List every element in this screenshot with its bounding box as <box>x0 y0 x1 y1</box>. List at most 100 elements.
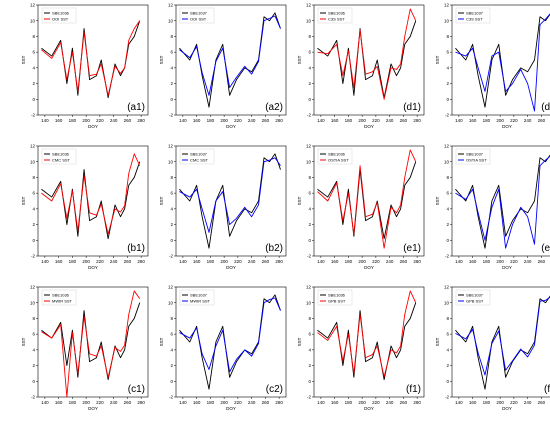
chart-panel-a2: SST DOY -2 0 2 4 6 8 10 12 140 160 180 200 220 240 260 28… <box>159 3 287 129</box>
y-tick-label: 2 <box>170 81 173 86</box>
x-tick-label: 240 <box>110 259 118 264</box>
x-tick-label: 260 <box>538 400 546 405</box>
y-tick-label: 2 <box>446 222 449 227</box>
x-tick-label: 280 <box>413 259 421 264</box>
plot-frame <box>175 286 287 398</box>
y-tick-label: 2 <box>32 363 35 368</box>
x-tick-label: 220 <box>372 118 380 123</box>
y-tick-label: 8 <box>446 34 449 39</box>
plot-frame <box>313 4 425 116</box>
y-tick-label: 6 <box>170 332 173 337</box>
x-tick-label: 200 <box>220 400 228 405</box>
legend-label: SBE1036 <box>52 293 70 298</box>
legend-label: C3S SST <box>328 17 345 22</box>
x-tick-label: 240 <box>248 259 256 264</box>
y-tick-label: 2 <box>308 363 311 368</box>
series-line-sbe1037 <box>179 153 281 249</box>
y-axis-label: SST <box>435 55 440 64</box>
legend-box <box>317 148 353 165</box>
legend-label: GPB SST <box>328 299 346 304</box>
y-tick-label: 10 <box>444 300 450 305</box>
y-tick-label: 0 <box>170 238 173 243</box>
legend-label: SBE1037 <box>466 11 484 16</box>
x-tick-label: 220 <box>372 400 380 405</box>
y-tick-label: 8 <box>170 316 173 321</box>
panel-label: (e2) <box>541 243 550 254</box>
legend-label: SBE1036 <box>52 11 70 16</box>
x-tick-label: 200 <box>358 118 366 123</box>
y-axis-label: SST <box>159 55 164 64</box>
legend-label: SBE1037 <box>190 152 208 157</box>
y-tick-label: -2 <box>31 395 35 400</box>
y-tick-label: 4 <box>446 206 449 211</box>
chart-panel-c2: SST DOY -2 0 2 4 6 8 10 12 140 160 180 200 220 240 260 28… <box>159 285 287 411</box>
plot-frame <box>313 286 425 398</box>
series-line-c3s-sst <box>455 13 550 112</box>
chart-panel-e2: SSTDOY-202468101214016018020022024026028… <box>435 144 550 270</box>
panel-label: (f2) <box>544 384 550 395</box>
x-tick-label: 240 <box>524 118 532 123</box>
x-tick-label: 180 <box>483 259 491 264</box>
chart-panel-f1: SST DOY -2 0 2 4 6 8 10 12 140 160 180 200 220 240 260 28… <box>297 285 425 411</box>
plot-frame <box>37 4 149 116</box>
x-tick-label: 260 <box>124 400 132 405</box>
panel-label: (d1) <box>403 102 421 113</box>
legend-box <box>317 7 353 24</box>
x-tick-label: 200 <box>220 118 228 123</box>
plot-frame <box>37 286 149 398</box>
x-tick-label: 260 <box>538 259 546 264</box>
y-tick-label: 4 <box>308 65 311 70</box>
x-tick-label: 260 <box>400 118 408 123</box>
series-line-cmc-sst <box>41 153 141 235</box>
y-tick-label: 6 <box>308 332 311 337</box>
x-axis-label: DOY <box>502 124 512 129</box>
y-tick-label: 0 <box>32 97 35 102</box>
x-tick-label: 160 <box>55 259 63 264</box>
x-axis-label: DOY <box>364 406 374 411</box>
x-tick-label: 220 <box>510 259 518 264</box>
series-line-mwir-sst <box>41 290 141 398</box>
x-tick-label: 280 <box>413 400 421 405</box>
legend-label: SBE1037 <box>466 293 484 298</box>
x-tick-label: 200 <box>358 259 366 264</box>
y-tick-label: -2 <box>307 395 311 400</box>
y-tick-label: 8 <box>170 175 173 180</box>
y-axis-label: SST <box>297 55 302 64</box>
x-tick-label: 140 <box>317 259 325 264</box>
x-tick-label: 140 <box>179 259 187 264</box>
y-tick-label: -2 <box>445 395 449 400</box>
y-tick-label: 10 <box>168 300 174 305</box>
panel-label: (b1) <box>127 243 145 254</box>
x-axis-label: DOY <box>226 124 236 129</box>
y-tick-label: 2 <box>446 363 449 368</box>
x-tick-label: 180 <box>207 400 215 405</box>
x-tick-label: 160 <box>193 400 201 405</box>
y-tick-label: 12 <box>444 285 450 290</box>
y-tick-label: -2 <box>307 254 311 259</box>
y-tick-label: 6 <box>308 50 311 55</box>
y-tick-label: 12 <box>306 3 312 8</box>
chart-panel-c1: SST DOY -2 0 2 4 6 8 10 12 140 160 180 200 220 240 260 28… <box>21 285 149 411</box>
y-tick-label: 2 <box>32 81 35 86</box>
chart-panel-d2: SSTDOY-202468101214016018020022024026028… <box>435 3 550 129</box>
y-tick-label: 0 <box>32 238 35 243</box>
x-tick-label: 160 <box>193 118 201 123</box>
panel-label: (a2) <box>265 102 283 113</box>
y-axis-label: SST <box>297 196 302 205</box>
x-tick-label: 160 <box>55 118 63 123</box>
chart-panel-f2: SSTDOY-202468101214016018020022024026028… <box>435 285 550 411</box>
y-tick-label: 4 <box>32 65 35 70</box>
x-tick-label: 200 <box>496 400 504 405</box>
series-line-c3s-sst <box>317 8 417 100</box>
series-line-gpb-sst <box>317 290 417 378</box>
x-tick-label: 140 <box>455 400 463 405</box>
x-tick-label: 220 <box>96 118 104 123</box>
x-tick-label: 180 <box>345 259 353 264</box>
x-tick-label: 220 <box>510 118 518 123</box>
x-tick-label: 180 <box>69 400 77 405</box>
y-axis-label: SST <box>435 337 440 346</box>
x-tick-label: 200 <box>496 259 504 264</box>
panel-label: (f1) <box>406 384 421 395</box>
y-axis-label: SST <box>21 196 26 205</box>
x-axis-label: DOY <box>88 124 98 129</box>
